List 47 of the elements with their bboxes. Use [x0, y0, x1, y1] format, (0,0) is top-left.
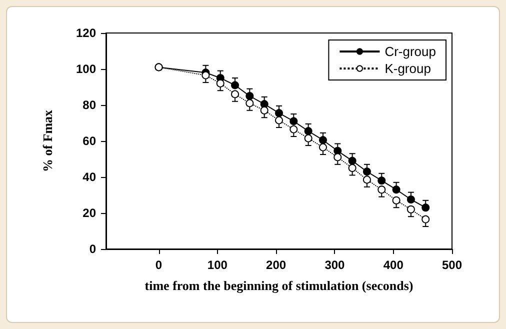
- point: [362, 168, 371, 176]
- legend-label: Cr-group: [384, 44, 436, 59]
- point: [406, 196, 415, 204]
- point: [334, 146, 342, 155]
- y-tick-label: 100: [76, 62, 96, 76]
- x-tick-label: 400: [383, 258, 404, 272]
- point: [422, 215, 430, 224]
- x-tick-label: 200: [266, 258, 286, 272]
- point: [202, 71, 210, 80]
- point: [392, 196, 400, 204]
- point: [406, 205, 415, 214]
- x-tick-label: 500: [442, 258, 462, 272]
- point: [362, 176, 371, 184]
- point: [275, 116, 283, 124]
- point: [392, 186, 400, 194]
- y-axis-title: % of Fmax: [40, 109, 55, 172]
- x-tick-label: 100: [207, 258, 228, 272]
- point: [216, 79, 224, 88]
- point: [334, 153, 342, 162]
- point: [348, 156, 356, 165]
- y-tick-label: 0: [89, 242, 96, 256]
- point: [260, 106, 268, 114]
- point: [246, 92, 254, 100]
- x-axis-title: time from the beginning of stimulation (seconds): [144, 278, 414, 293]
- point: [318, 143, 327, 152]
- x-tick-label: 0: [155, 258, 162, 272]
- point: [348, 164, 356, 172]
- point: [231, 81, 240, 90]
- x-tick-label: 300: [324, 258, 346, 272]
- y-tick-label: 80: [82, 98, 96, 112]
- point: [318, 136, 327, 144]
- point: [290, 117, 298, 126]
- point: [275, 109, 283, 118]
- y-tick-label: 40: [82, 170, 96, 184]
- point: [246, 99, 254, 108]
- y-tick-label: 60: [82, 134, 96, 148]
- y-tick-label: 20: [82, 206, 96, 220]
- y-tick-label: 120: [76, 26, 96, 40]
- point: [304, 127, 312, 136]
- point: [260, 100, 268, 108]
- point: [290, 125, 298, 134]
- point: [231, 90, 240, 98]
- point: [304, 134, 312, 142]
- point: [378, 176, 386, 185]
- point: [422, 204, 430, 212]
- point: [378, 186, 386, 194]
- legend-label: K-group: [384, 61, 431, 76]
